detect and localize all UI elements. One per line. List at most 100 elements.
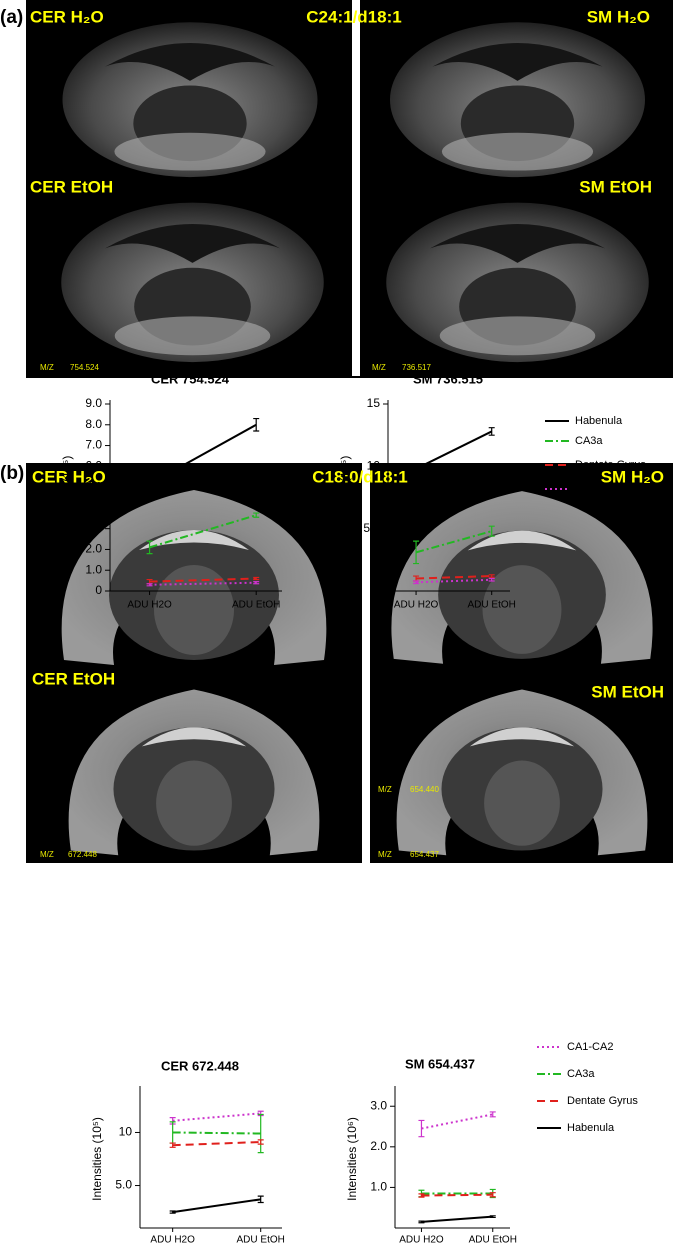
y-tick-label: 5.0 bbox=[85, 479, 102, 493]
image-label: CER H₂O bbox=[32, 467, 106, 486]
series-line bbox=[421, 1215, 493, 1223]
error-bar bbox=[169, 1210, 176, 1214]
error-bar bbox=[253, 512, 260, 518]
error-bar bbox=[488, 427, 495, 436]
series-line bbox=[172, 1131, 261, 1135]
error-bar bbox=[489, 1111, 496, 1118]
y-tick-label: 4.0 bbox=[85, 500, 102, 514]
brain-image bbox=[62, 22, 318, 178]
error-bar bbox=[488, 577, 495, 582]
brain-image bbox=[386, 202, 649, 363]
series-line bbox=[149, 514, 257, 549]
x-tick-label: ADU EtOH bbox=[468, 600, 516, 611]
legend-label: Dentate Gyrus bbox=[567, 1095, 638, 1107]
series-line bbox=[421, 1193, 493, 1197]
y-tick-label: 3.0 bbox=[85, 521, 102, 535]
y-tick-label: 5.0 bbox=[363, 521, 380, 535]
error-bar bbox=[488, 574, 495, 578]
y-tick-label: 15 bbox=[367, 396, 381, 410]
mz-value: 754.524 bbox=[70, 363, 99, 372]
series-line bbox=[149, 577, 257, 583]
y-tick-label: 10 bbox=[119, 1125, 133, 1139]
image-label: SM EtOH bbox=[591, 682, 664, 701]
chart-title: CER 672.448 bbox=[161, 1058, 239, 1073]
legend-label: Habenula bbox=[567, 1122, 615, 1134]
legend-label: Dentate Gyrus bbox=[575, 459, 646, 471]
error-bar bbox=[253, 417, 260, 432]
legend-label: Habenula bbox=[575, 415, 623, 427]
panel-label: (a) bbox=[0, 7, 23, 28]
image-gap bbox=[352, 0, 360, 376]
y-tick-label: 5.0 bbox=[115, 1178, 132, 1192]
mz-value: 654.437 bbox=[410, 850, 439, 859]
compound-label: C24:1/d18:1 bbox=[306, 7, 401, 26]
error-bar bbox=[413, 465, 420, 472]
error-bar bbox=[413, 580, 420, 585]
error-bar bbox=[418, 1220, 425, 1224]
brain-image bbox=[390, 22, 645, 178]
y-tick-label: 9.0 bbox=[85, 396, 102, 410]
error-bar bbox=[253, 576, 260, 581]
y-axis-label: Intensities (10⁶) bbox=[345, 1117, 359, 1201]
chart-title: SM 654.437 bbox=[405, 1056, 475, 1071]
compound-label: C18:0/d18:1 bbox=[312, 467, 407, 486]
series-line bbox=[172, 1198, 261, 1214]
series-line bbox=[172, 1112, 261, 1122]
error-bar bbox=[489, 1192, 496, 1198]
x-tick-label: ADU EtOH bbox=[469, 1235, 517, 1246]
error-bar bbox=[253, 581, 260, 585]
y-axis-label: Intensities (10⁵) bbox=[338, 456, 352, 540]
error-bar bbox=[418, 1119, 425, 1138]
image-label: CER EtOH bbox=[30, 177, 113, 196]
mz-value: 672.448 bbox=[68, 850, 97, 859]
x-tick-label: ADU EtOH bbox=[237, 1235, 285, 1246]
error-bar bbox=[169, 1142, 176, 1148]
series-line bbox=[421, 1113, 493, 1130]
mz-label: M/Z bbox=[372, 363, 386, 372]
chart-title: SM 736.515 bbox=[413, 371, 483, 386]
image-label: CER H₂O bbox=[30, 7, 104, 26]
image-label: SM EtOH bbox=[579, 177, 652, 196]
y-tick-label: 3.0 bbox=[370, 1098, 387, 1112]
error-bar bbox=[489, 1215, 496, 1219]
legend-label: CA1-CA2 bbox=[575, 483, 621, 495]
mz-label: M/Z bbox=[40, 850, 54, 859]
series-line bbox=[172, 1141, 261, 1147]
y-tick-label: 8.0 bbox=[85, 417, 102, 431]
y-tick-label: 1.0 bbox=[370, 1180, 387, 1194]
x-tick-label: ADU EtOH bbox=[232, 600, 280, 611]
mz-value: 654.440 bbox=[410, 785, 439, 794]
error-bar bbox=[146, 540, 153, 555]
error-bar bbox=[257, 1195, 264, 1204]
y-tick-label: 0 bbox=[95, 583, 102, 597]
image-label: SM H₂O bbox=[587, 7, 650, 26]
error-bar bbox=[146, 583, 153, 587]
y-tick-label: 1.0 bbox=[85, 562, 102, 576]
legend-label: CA1-CA2 bbox=[567, 1041, 613, 1053]
y-tick-label: 7.0 bbox=[85, 438, 102, 452]
error-bar bbox=[413, 540, 420, 565]
series-line bbox=[149, 423, 257, 485]
mz-label: M/Z bbox=[378, 785, 392, 794]
brain-image bbox=[61, 202, 324, 363]
y-tick-label: 0 bbox=[373, 583, 380, 597]
image-label: CER EtOH bbox=[32, 669, 115, 688]
mz-value: 736.517 bbox=[402, 363, 431, 372]
error-bar bbox=[257, 1139, 264, 1145]
y-axis-label: Intensities (10⁵) bbox=[90, 1117, 104, 1201]
mz-label: M/Z bbox=[378, 850, 392, 859]
legend-label: CA3a bbox=[575, 435, 603, 447]
x-tick-label: ADU H2O bbox=[127, 600, 172, 611]
y-tick-label: 10 bbox=[367, 459, 381, 473]
x-tick-label: ADU H2O bbox=[399, 1235, 444, 1246]
series-line bbox=[415, 430, 493, 470]
y-tick-label: 6.0 bbox=[85, 459, 102, 473]
image-label: SM H₂O bbox=[601, 467, 664, 486]
error-bar bbox=[418, 1193, 425, 1198]
y-axis-label: Intensities (10⁵) bbox=[60, 456, 74, 540]
x-tick-label: ADU H2O bbox=[394, 600, 439, 611]
x-tick-label: ADU H2O bbox=[150, 1235, 195, 1246]
y-tick-label: 2.0 bbox=[370, 1139, 387, 1153]
error-bar bbox=[146, 482, 153, 486]
